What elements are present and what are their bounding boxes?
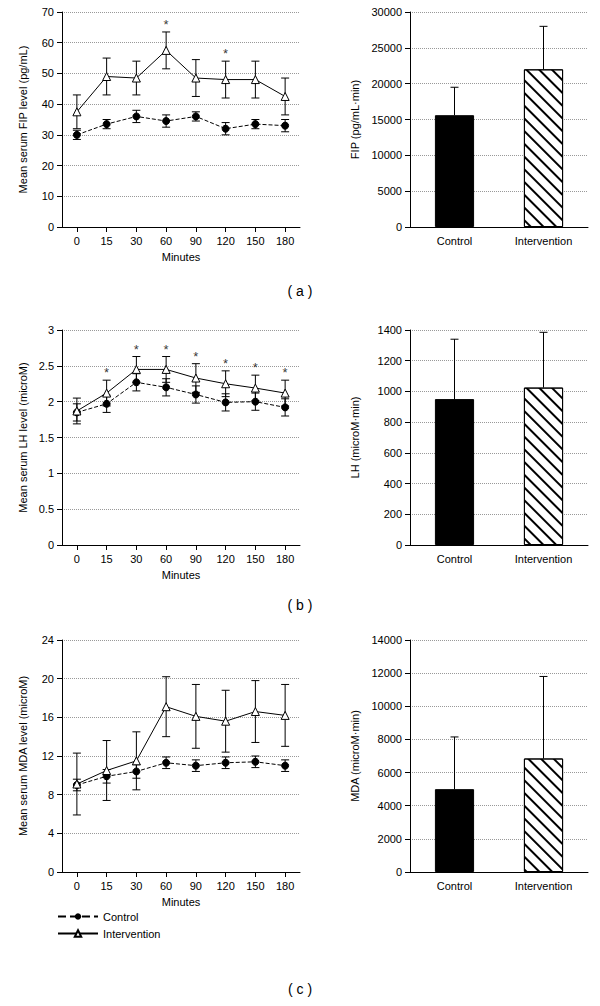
svg-text:*: * — [164, 17, 169, 32]
svg-text:*: * — [193, 349, 198, 364]
svg-text:0: 0 — [74, 553, 80, 565]
svg-text:Intervention: Intervention — [103, 928, 160, 940]
svg-text:*: * — [223, 356, 228, 371]
svg-text:40: 40 — [42, 98, 54, 110]
svg-text:24: 24 — [42, 634, 54, 646]
svg-text:8: 8 — [48, 789, 54, 801]
svg-text:180: 180 — [276, 235, 294, 247]
svg-text:30: 30 — [130, 880, 142, 892]
svg-text:FIP (pg/mL·min): FIP (pg/mL·min) — [349, 80, 361, 159]
svg-text:5000: 5000 — [378, 185, 402, 197]
svg-text:3: 3 — [48, 324, 54, 336]
svg-text:150: 150 — [246, 553, 264, 565]
svg-text:0: 0 — [74, 880, 80, 892]
svg-text:50: 50 — [42, 67, 54, 79]
svg-text:12: 12 — [42, 750, 54, 762]
svg-text:1.5: 1.5 — [39, 432, 54, 444]
svg-text:30: 30 — [130, 235, 142, 247]
svg-text:10: 10 — [42, 190, 54, 202]
svg-text:30: 30 — [42, 129, 54, 141]
svg-text:120: 120 — [216, 553, 234, 565]
svg-text:Mean serum FIP level (pg/mL): Mean serum FIP level (pg/mL) — [17, 46, 29, 194]
svg-text:150: 150 — [246, 880, 264, 892]
svg-text:*: * — [283, 365, 288, 380]
svg-text:4000: 4000 — [378, 800, 402, 812]
svg-text:Intervention: Intervention — [515, 880, 572, 892]
svg-text:*: * — [134, 342, 139, 357]
svg-text:LH (microM·min): LH (microM·min) — [349, 397, 361, 479]
svg-text:*: * — [253, 360, 258, 375]
svg-text:15: 15 — [101, 880, 113, 892]
svg-text:Mean serum MDA level (microM): Mean serum MDA level (microM) — [17, 676, 29, 836]
svg-text:200: 200 — [384, 508, 402, 520]
svg-text:*: * — [164, 342, 169, 357]
svg-text:30: 30 — [130, 553, 142, 565]
svg-text:90: 90 — [190, 553, 202, 565]
svg-text:180: 180 — [276, 553, 294, 565]
svg-text:4: 4 — [48, 827, 54, 839]
svg-text:400: 400 — [384, 478, 402, 490]
svg-text:1: 1 — [48, 467, 54, 479]
svg-text:20: 20 — [42, 673, 54, 685]
svg-text:15000: 15000 — [371, 114, 402, 126]
svg-text:14000: 14000 — [371, 634, 402, 646]
svg-text:1200: 1200 — [378, 355, 402, 367]
svg-text:60: 60 — [160, 880, 172, 892]
svg-text:2.5: 2.5 — [39, 360, 54, 372]
svg-text:150: 150 — [246, 235, 264, 247]
svg-text:0: 0 — [48, 866, 54, 878]
svg-text:MDA (microM·min): MDA (microM·min) — [349, 710, 361, 802]
svg-text:Mean serum LH level (microM): Mean serum LH level (microM) — [17, 362, 29, 512]
svg-text:Control: Control — [437, 553, 472, 565]
svg-text:0: 0 — [396, 221, 402, 233]
svg-text:( b ): ( b ) — [288, 597, 313, 613]
svg-text:( c ): ( c ) — [288, 981, 312, 997]
svg-text:30000: 30000 — [371, 6, 402, 18]
svg-text:2: 2 — [48, 396, 54, 408]
svg-text:0: 0 — [48, 539, 54, 551]
svg-text:Minutes: Minutes — [162, 251, 201, 263]
svg-text:Intervention: Intervention — [515, 553, 572, 565]
svg-text:Minutes: Minutes — [162, 569, 201, 581]
svg-text:Intervention: Intervention — [515, 235, 572, 247]
svg-text:70: 70 — [42, 6, 54, 18]
svg-text:180: 180 — [276, 880, 294, 892]
svg-text:Control: Control — [437, 235, 472, 247]
svg-text:0: 0 — [396, 539, 402, 551]
svg-text:0: 0 — [74, 235, 80, 247]
svg-text:15: 15 — [101, 553, 113, 565]
svg-text:60: 60 — [160, 553, 172, 565]
svg-text:25000: 25000 — [371, 42, 402, 54]
svg-text:0.5: 0.5 — [39, 503, 54, 515]
svg-text:Minutes: Minutes — [162, 896, 201, 908]
svg-text:120: 120 — [216, 235, 234, 247]
svg-text:90: 90 — [190, 235, 202, 247]
svg-text:6000: 6000 — [378, 767, 402, 779]
svg-text:10000: 10000 — [371, 149, 402, 161]
svg-text:60: 60 — [42, 37, 54, 49]
svg-text:Control: Control — [437, 880, 472, 892]
svg-text:20: 20 — [42, 160, 54, 172]
svg-text:1000: 1000 — [378, 385, 402, 397]
svg-text:( a ): ( a ) — [288, 283, 313, 299]
svg-text:2000: 2000 — [378, 833, 402, 845]
svg-text:0: 0 — [396, 866, 402, 878]
svg-text:*: * — [104, 365, 109, 380]
svg-text:1400: 1400 — [378, 324, 402, 336]
svg-text:120: 120 — [216, 880, 234, 892]
svg-text:60: 60 — [160, 235, 172, 247]
svg-text:8000: 8000 — [378, 733, 402, 745]
svg-text:20000: 20000 — [371, 78, 402, 90]
svg-text:10000: 10000 — [371, 700, 402, 712]
svg-text:16: 16 — [42, 711, 54, 723]
svg-text:90: 90 — [190, 880, 202, 892]
svg-text:600: 600 — [384, 447, 402, 459]
svg-text:Control: Control — [103, 911, 138, 923]
svg-text:12000: 12000 — [371, 667, 402, 679]
svg-text:15: 15 — [101, 235, 113, 247]
svg-text:800: 800 — [384, 416, 402, 428]
svg-text:*: * — [223, 46, 228, 61]
svg-text:0: 0 — [48, 221, 54, 233]
